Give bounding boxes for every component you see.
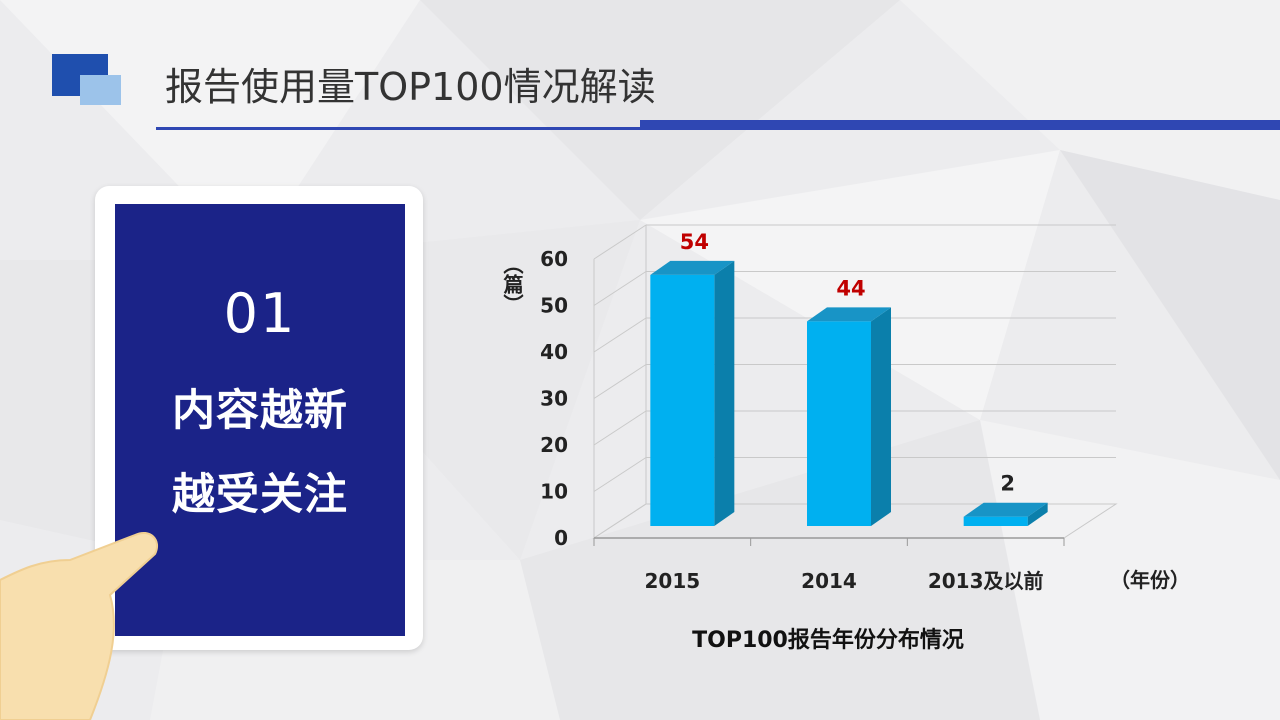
bar-top	[807, 307, 891, 322]
section-heading-line1: 内容越新	[172, 386, 348, 436]
bar	[963, 502, 1048, 526]
y-tick-label: 30	[540, 387, 568, 411]
title-underline-thin	[156, 127, 646, 130]
bar-side	[871, 307, 891, 526]
data-label: 2	[1000, 472, 1015, 496]
y-tick-label: 0	[554, 526, 568, 550]
y-tick-label: 10	[540, 480, 568, 504]
y-tick-label: 60	[540, 247, 568, 271]
gridline-side	[593, 224, 647, 260]
bar-top	[963, 502, 1048, 517]
gridline-side	[593, 317, 647, 353]
section-number: 01	[223, 282, 297, 345]
bar-side	[1027, 502, 1048, 526]
x-tick-label: 2015	[644, 569, 700, 593]
gridline-side	[593, 271, 647, 306]
logo-square-light	[80, 75, 121, 105]
bar-top	[650, 260, 735, 275]
x-axis-label: （年份）	[1110, 568, 1190, 592]
hand-icon	[0, 532, 158, 720]
title-underline-thick	[640, 120, 1280, 130]
section-heading-line2: 越受关注	[172, 470, 348, 520]
bar-front	[807, 321, 871, 526]
page-title: 报告使用量TOP100情况解读	[165, 65, 656, 109]
tablet-screen: 01 内容越新 越受关注	[115, 204, 405, 636]
bar	[650, 260, 735, 526]
data-label: 54	[680, 230, 709, 254]
y-axis-label: （篇）	[500, 254, 524, 314]
bar-front	[650, 274, 715, 526]
tablet-frame: 01 内容越新 越受关注	[95, 186, 423, 650]
gridline-side	[593, 503, 647, 539]
bar-chart: 0 10 20 30 40 50 60 54 2015 44 2014 2 2013及以前 （篇） （年份）…	[500, 224, 1190, 653]
chart-title: TOP100报告年份分布情况	[692, 627, 964, 653]
bar	[807, 307, 891, 526]
gridline-side	[593, 457, 647, 492]
bar-side	[714, 260, 735, 526]
x-tick-label: 2013及以前	[928, 569, 1044, 593]
gridline-side	[593, 410, 647, 446]
y-tick-label: 40	[540, 340, 568, 364]
y-tick-label: 50	[540, 294, 568, 318]
gridline-side	[593, 364, 647, 399]
data-label: 44	[836, 276, 865, 300]
bar-front	[963, 516, 1028, 526]
x-tick-label: 2014	[801, 569, 857, 593]
y-tick-label: 20	[540, 433, 568, 457]
